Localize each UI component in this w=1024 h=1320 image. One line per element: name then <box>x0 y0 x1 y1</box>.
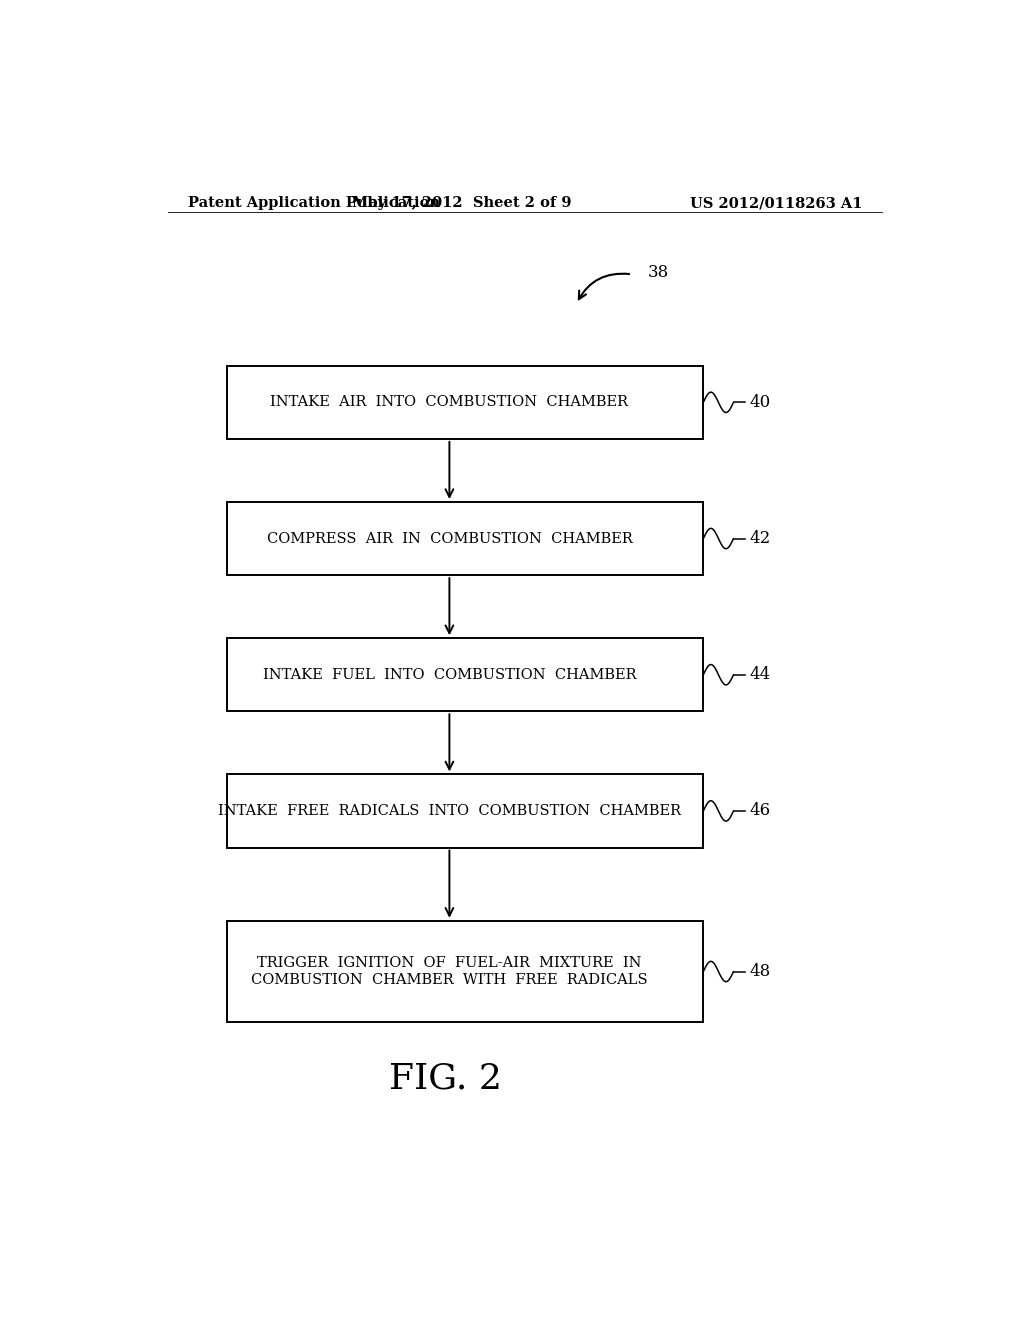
Text: 38: 38 <box>648 264 669 281</box>
FancyBboxPatch shape <box>227 638 703 711</box>
FancyBboxPatch shape <box>227 775 703 847</box>
Text: TRIGGER  IGNITION  OF  FUEL-AIR  MIXTURE  IN
COMBUSTION  CHAMBER  WITH  FREE  RA: TRIGGER IGNITION OF FUEL-AIR MIXTURE IN … <box>251 957 648 986</box>
Text: INTAKE  FREE  RADICALS  INTO  COMBUSTION  CHAMBER: INTAKE FREE RADICALS INTO COMBUSTION CHA… <box>218 804 681 818</box>
FancyBboxPatch shape <box>227 366 703 440</box>
Text: FIG. 2: FIG. 2 <box>389 1061 502 1096</box>
Text: COMPRESS  AIR  IN  COMBUSTION  CHAMBER: COMPRESS AIR IN COMBUSTION CHAMBER <box>266 532 632 545</box>
Text: US 2012/0118263 A1: US 2012/0118263 A1 <box>689 197 862 210</box>
Text: 46: 46 <box>750 803 770 820</box>
Text: 48: 48 <box>750 964 771 979</box>
Text: 44: 44 <box>750 667 771 684</box>
Text: INTAKE  AIR  INTO  COMBUSTION  CHAMBER: INTAKE AIR INTO COMBUSTION CHAMBER <box>270 395 629 409</box>
Text: INTAKE  FUEL  INTO  COMBUSTION  CHAMBER: INTAKE FUEL INTO COMBUSTION CHAMBER <box>263 668 636 681</box>
Text: May 17, 2012  Sheet 2 of 9: May 17, 2012 Sheet 2 of 9 <box>351 197 571 210</box>
Text: Patent Application Publication: Patent Application Publication <box>187 197 439 210</box>
Text: 40: 40 <box>750 393 771 411</box>
FancyBboxPatch shape <box>227 502 703 576</box>
FancyBboxPatch shape <box>227 921 703 1022</box>
Text: 42: 42 <box>750 531 771 546</box>
